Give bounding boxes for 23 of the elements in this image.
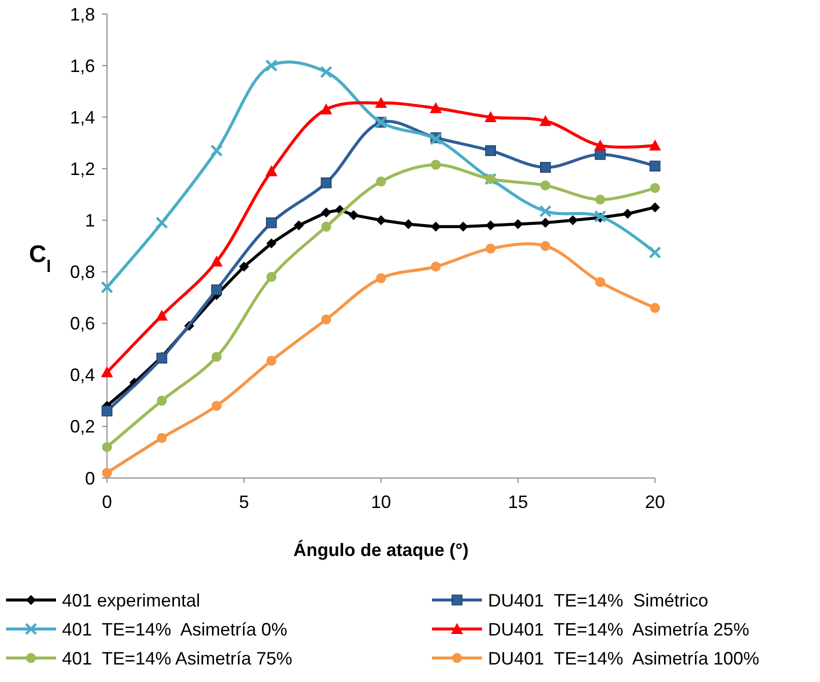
x-tick-label: 10 bbox=[370, 492, 392, 512]
legend-label: DU401 TE=14% Asimetría 100% bbox=[488, 648, 760, 668]
legend-label: 401 TE=14% Asimetría 0% bbox=[62, 619, 288, 640]
y-tick-label: 0,8 bbox=[70, 262, 95, 282]
x-tick-label: 15 bbox=[508, 492, 528, 512]
legend-label: 401 TE=14% Asimetría 75% bbox=[62, 648, 292, 668]
y-tick-label: 1,6 bbox=[70, 56, 95, 76]
y-tick-label: 1 bbox=[84, 210, 95, 231]
y-axis-title: C$_{l}$ bbox=[28, 241, 52, 276]
legend-label: DU401 TE=14% Asimetría 25% bbox=[488, 619, 750, 640]
legend-label: 401 experimental bbox=[62, 590, 200, 610]
y-tick-label: 0,6 bbox=[70, 314, 95, 334]
y-tick-label: 1,2 bbox=[70, 158, 95, 179]
y-tick-label: 1,8 bbox=[70, 4, 95, 24]
y-tick-label: 1,4 bbox=[70, 107, 95, 128]
x-axis-title: Ángulo de ataque (°) bbox=[293, 540, 469, 560]
y-tick-label: 0,2 bbox=[70, 416, 95, 437]
legend-label: DU401 TE=14% Simétrico bbox=[488, 590, 708, 610]
y-tick-label: 0,4 bbox=[70, 365, 95, 386]
y-tick-label: 0 bbox=[84, 468, 95, 488]
x-tick-label: 0 bbox=[102, 492, 112, 512]
x-tick-label: 5 bbox=[238, 492, 250, 512]
x-tick-label: 20 bbox=[644, 492, 666, 512]
